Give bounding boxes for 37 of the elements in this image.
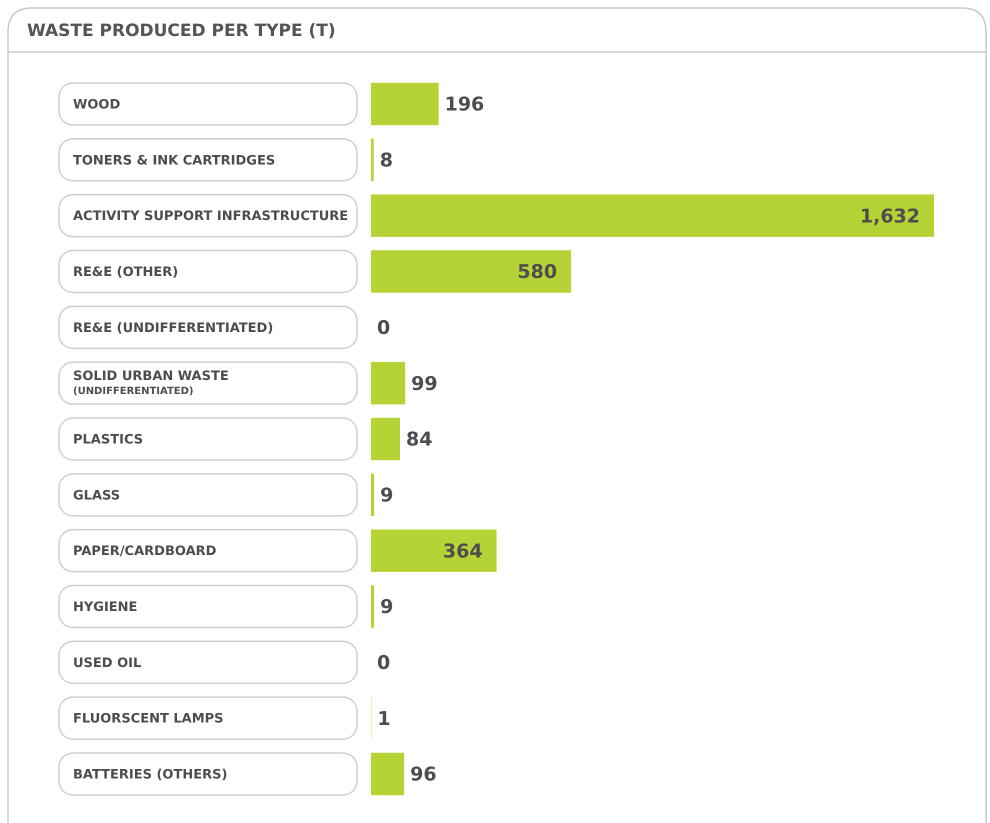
data-label: 0 [377, 316, 390, 339]
bar [371, 418, 400, 460]
y-tick-label: HYGIENE [73, 600, 138, 616]
y-tick-label: SOLID URBAN WASTE (UNDIFFERENTIATED) [73, 369, 229, 398]
data-label: 9 [380, 484, 394, 506]
bar [371, 138, 374, 182]
bar [371, 752, 404, 796]
y-tick-label: USED OIL [73, 656, 142, 671]
bar [371, 585, 374, 628]
data-label: 1 [377, 708, 391, 730]
data-label: 96 [410, 764, 437, 786]
data-label: 99 [411, 372, 438, 395]
data-label: 580 [517, 261, 558, 284]
data-label: 0 [377, 652, 390, 674]
y-tick-label: ACTIVITY SUPPORT INFRASTRUCTURE [73, 209, 348, 224]
y-tick-label: PLASTICS [73, 432, 144, 448]
bar [371, 474, 374, 516]
data-label: 364 [442, 540, 483, 562]
data-label: 196 [444, 94, 484, 116]
bar [371, 529, 497, 572]
data-label: 1,632 [860, 205, 920, 228]
y-tick-label: RE&E (UNDIFFERENTIATED) [73, 320, 274, 336]
y-tick-label: RE&E (OTHER) [73, 265, 178, 280]
y-tick-label: WOOD [73, 98, 120, 113]
y-tick-label: GLASS [73, 488, 120, 504]
y-tick-label: FLUORSCENT LAMPS [73, 712, 224, 727]
y-tick-label: BATTERIES (OTHERS) [73, 768, 228, 783]
bar [371, 82, 439, 126]
text: WASTE PRODUCED PER TYPE (T) [27, 21, 336, 41]
data-label: 84 [406, 428, 432, 451]
data-label: 8 [380, 149, 393, 172]
y-tick-label: PAPER/CARDBOARD [73, 544, 217, 560]
bar [371, 362, 406, 404]
data-label: 9 [380, 596, 394, 618]
bar [371, 194, 934, 237]
y-tick-label: TONERS & INK CARTRIDGES [73, 153, 276, 168]
bar [371, 250, 572, 293]
